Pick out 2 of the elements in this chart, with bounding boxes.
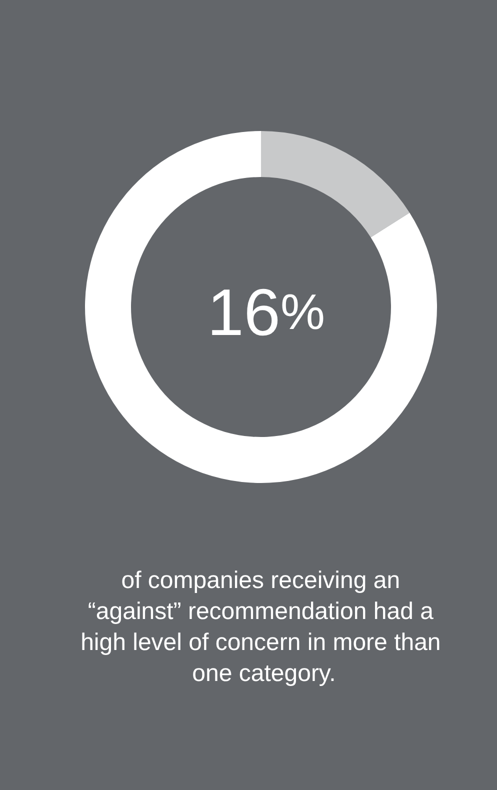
text: of companies receiving an “against” recommendation had a high level of concern in more than one category. xyxy=(80,567,448,687)
text: 16% xyxy=(207,275,325,349)
